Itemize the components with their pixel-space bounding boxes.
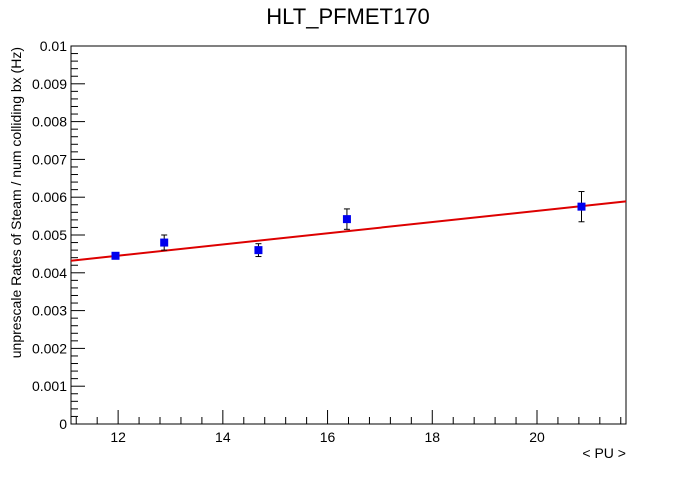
fit-line: [70, 200, 627, 262]
data-point: [111, 251, 120, 260]
y-axis-title: unprescale Rates of Steam / num collidin…: [8, 47, 24, 358]
data-point: [254, 246, 263, 255]
x-tick-label: 20: [529, 429, 545, 445]
x-tick-label: 18: [424, 429, 440, 445]
y-tick-label: 0.008: [32, 114, 67, 130]
y-tick-label: 0.002: [32, 340, 67, 356]
data-point: [577, 202, 586, 211]
x-tick-label: 12: [110, 429, 126, 445]
plot-frame: [70, 45, 627, 425]
y-tick-label: 0.001: [32, 378, 67, 394]
y-tick-label: 0.006: [32, 189, 67, 205]
y-tick-label: 0.003: [32, 303, 67, 319]
x-axis: 12 14 16 18 20: [75, 410, 622, 445]
x-tick-label: 16: [320, 429, 336, 445]
chart-title: HLT_PFMET170: [266, 4, 429, 29]
y-tick-label: 0.009: [32, 76, 67, 92]
x-axis-title: < PU >: [582, 445, 626, 461]
y-tick-label: 0: [59, 416, 67, 432]
y-tick-label: 0.01: [40, 38, 67, 54]
points-layer: [111, 191, 586, 260]
x-tick-label: 14: [215, 429, 231, 445]
y-axis: 0 0.001 0.002 0.003 0.004 0.005 0.006 0.007 0.00…: [32, 38, 85, 432]
fit-layer: [70, 200, 627, 262]
y-tick-label: 0.005: [32, 227, 67, 243]
y-tick-label: 0.007: [32, 151, 67, 167]
y-tick-label: 0.004: [32, 265, 67, 281]
data-point: [160, 238, 169, 247]
data-point: [342, 215, 351, 224]
